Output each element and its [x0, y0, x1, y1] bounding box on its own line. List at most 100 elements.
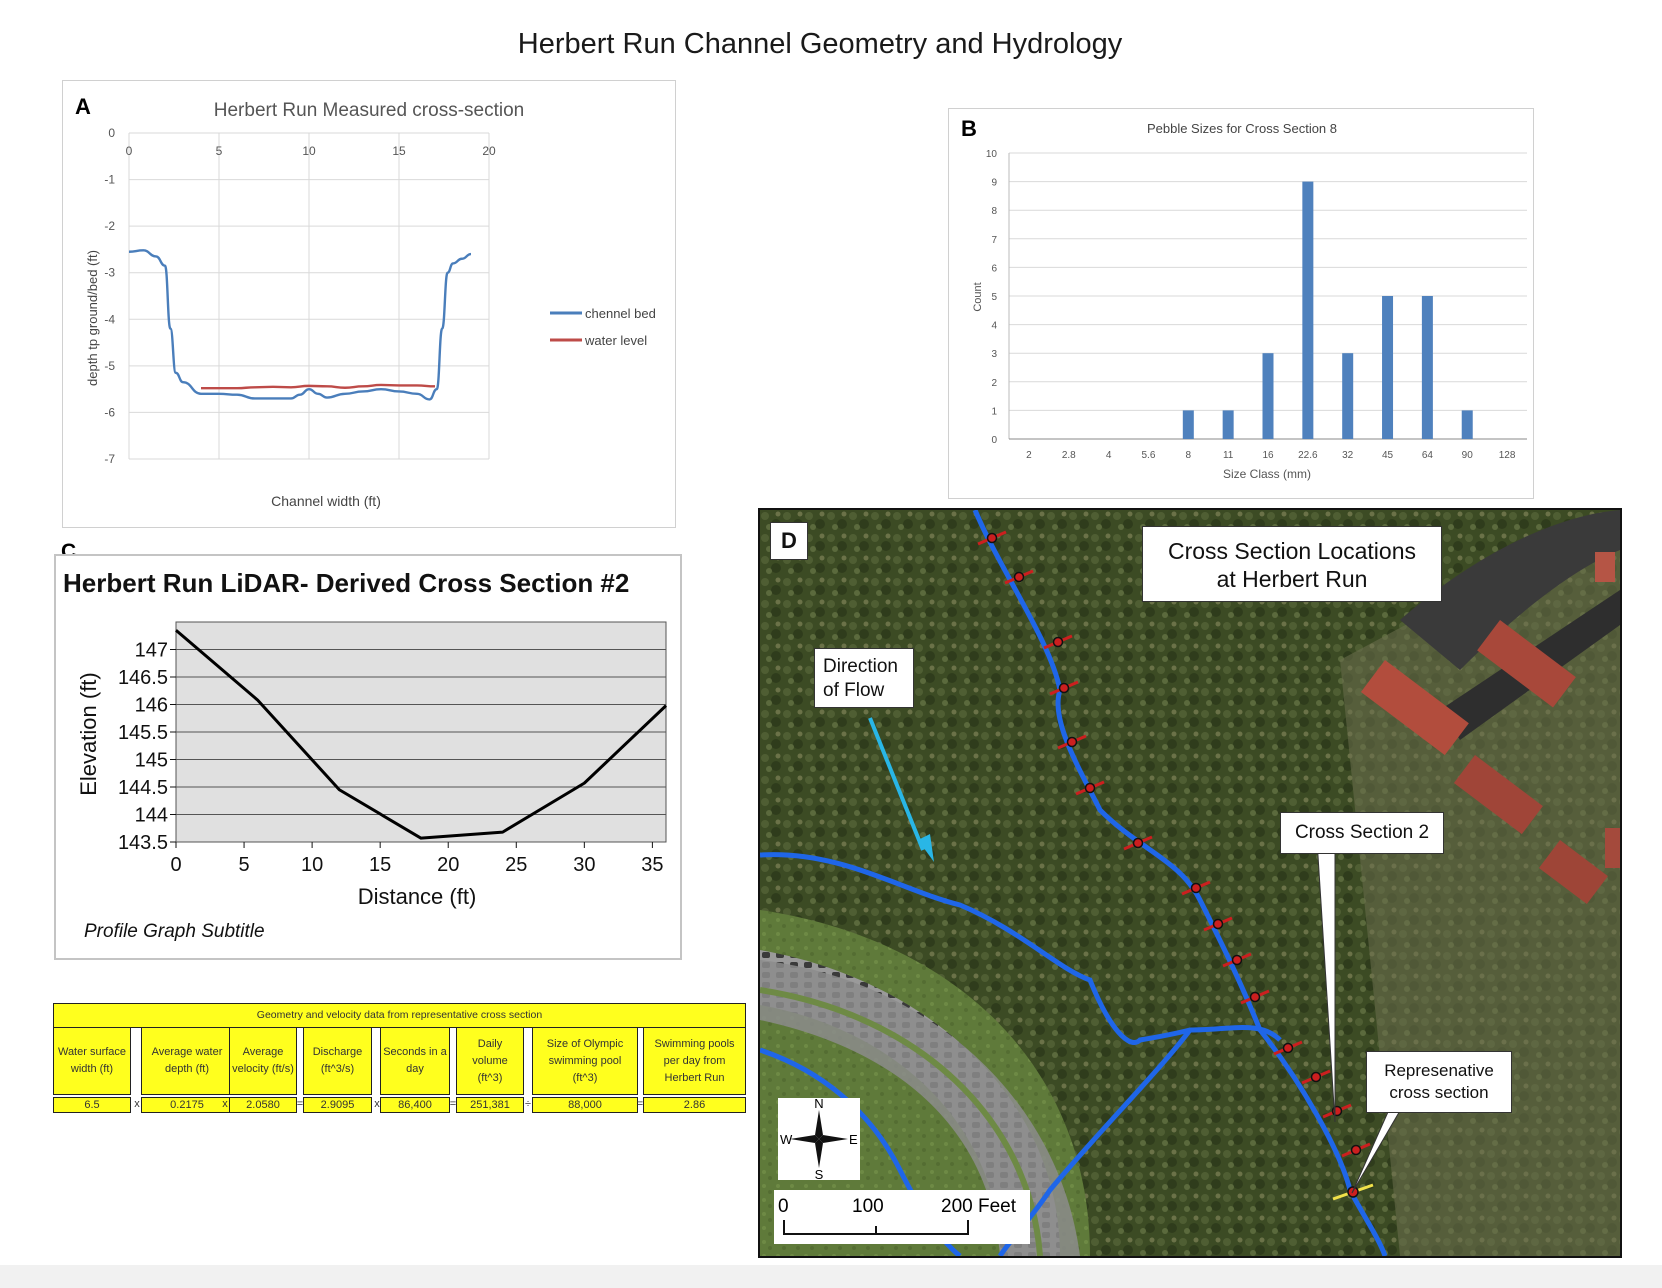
c-ytick-label: 145	[135, 750, 168, 772]
b-bar	[1182, 410, 1194, 439]
panel-a-chart: A Herbert Run Measured cross-section 0 5 1…	[75, 94, 656, 509]
b-xtick-label: 16	[1262, 450, 1274, 461]
tributary-stream	[760, 852, 1282, 1045]
b-ytick-label: 0	[991, 435, 997, 446]
panel-d: D Cross Section Locations at Herbert Run…	[758, 508, 1622, 1258]
b-ytick-label: 10	[986, 149, 998, 160]
panel-a-legend: chennel bed water level	[550, 306, 656, 348]
cross-section-point	[1350, 1144, 1362, 1156]
cross-section-point	[1066, 736, 1078, 748]
c-xtick-label: 20	[437, 854, 459, 876]
c-xtick-label: 35	[641, 854, 663, 876]
b-xtick-label: 2.8	[1062, 450, 1076, 461]
b-ytick-label: 2	[991, 378, 997, 389]
a-xtick-label: 20	[482, 144, 496, 158]
b-bar	[1461, 410, 1473, 439]
legend-label-water: water level	[584, 333, 647, 348]
panel-a-xlabel: Channel width (ft)	[271, 493, 381, 509]
b-xtick-label: 90	[1462, 450, 1474, 461]
c-xtick-label: 5	[238, 854, 249, 876]
panel-b-xlabel: Size Class (mm)	[1223, 467, 1311, 481]
rep-label-line1: Represenative	[1384, 1061, 1494, 1080]
c-xtick-label: 15	[369, 854, 391, 876]
c-ytick-label: 143.5	[118, 832, 168, 854]
table-operator: x	[374, 1098, 380, 1110]
flow-arrow-shaft	[868, 717, 925, 851]
b-xtick-label: 22.6	[1298, 450, 1318, 461]
panel-a-title: Herbert Run Measured cross-section	[214, 100, 524, 121]
compass-w: W	[780, 1132, 793, 1147]
cs2-label-box: Cross Section 2	[1280, 812, 1444, 854]
a-ytick-label: 0	[108, 126, 115, 140]
table-header-cell: Daily volume (ft^3)	[456, 1027, 524, 1095]
scale-0: 0	[778, 1196, 789, 1217]
compass-rose: N S W E	[778, 1096, 860, 1182]
scale-200: 200 Feet	[941, 1196, 1017, 1217]
cross-section-point	[1231, 954, 1243, 966]
a-ytick-label: -4	[104, 312, 115, 326]
c-xtick-label: 25	[505, 854, 527, 876]
table-header-cell: Average water depth (ft)	[141, 1027, 233, 1095]
flow-arrow-head	[918, 834, 934, 862]
cross-section-point	[1058, 682, 1070, 694]
aerial-map	[760, 510, 1620, 1256]
c-ytick-label: 146	[135, 695, 168, 717]
table-operator: x	[134, 1098, 140, 1110]
map-title-line1: Cross Section Locations	[1167, 538, 1416, 564]
table-header-cell: Size of Olympic swimming pool (ft^3)	[532, 1027, 638, 1095]
flow-label-line2: of Flow	[823, 680, 885, 701]
velocity-table: Geometry and velocity data from represen…	[53, 1003, 746, 1114]
a-xtick-label: 5	[216, 144, 223, 158]
a-ytick-label: -3	[104, 266, 115, 280]
compass-n: N	[814, 1098, 823, 1111]
panel-c-ylabel: Elevation (ft)	[76, 672, 101, 796]
table-operator: x	[222, 1098, 228, 1110]
cross-section-point	[1282, 1042, 1294, 1054]
a-xtick-label: 15	[392, 144, 406, 158]
cross-section-markers	[977, 530, 1371, 1158]
c-ytick-label: 144.5	[118, 777, 168, 799]
compass-s: S	[815, 1167, 824, 1180]
table-value-cell: 2.86	[643, 1097, 746, 1113]
b-xtick-label: 45	[1382, 450, 1394, 461]
b-xtick-label: 2	[1026, 450, 1032, 461]
cross-section-point	[1190, 882, 1202, 894]
c-ytick-label: 147	[135, 640, 168, 662]
a-ytick-label: -1	[104, 173, 115, 187]
a-ytick-label: -6	[104, 405, 115, 419]
b-bar	[1222, 410, 1234, 439]
b-xtick-label: 11	[1223, 450, 1234, 461]
compass-icon: N S W E	[780, 1096, 858, 1182]
table-value-cell: 86,400	[380, 1097, 450, 1113]
c-ytick-label: 145.5	[118, 722, 168, 744]
map-title-box: Cross Section Locations at Herbert Run	[1142, 526, 1442, 602]
cs2-label: Cross Section 2	[1294, 822, 1430, 843]
map-letter-box: D	[770, 522, 808, 560]
panel-c: Herbert Run LiDAR- Derived Cross Section…	[54, 554, 682, 960]
b-bar	[1382, 296, 1394, 439]
panel-c-title: Herbert Run LiDAR- Derived Cross Section…	[63, 568, 629, 598]
table-title: Geometry and velocity data from represen…	[53, 1003, 746, 1028]
scale-100: 100	[852, 1196, 884, 1217]
table-header-cell: Swimming pools per day from Herbert Run	[643, 1027, 746, 1095]
rep-label-box: Represenative cross section	[1366, 1051, 1512, 1113]
table-header-cell: Average velocity (ft/s)	[229, 1027, 297, 1095]
table-value-cell: 251,381	[456, 1097, 524, 1113]
a-series-water-level	[200, 383, 436, 390]
cross-section-point	[1310, 1071, 1322, 1083]
panel-c-subtitle: Profile Graph Subtitle	[84, 921, 265, 942]
table-value-cell: 2.9095	[303, 1097, 372, 1113]
c-ytick-label: 146.5	[118, 667, 168, 689]
panel-a: A Herbert Run Measured cross-section 0 5 1…	[62, 80, 676, 528]
panel-c-chart: Herbert Run LiDAR- Derived Cross Section…	[63, 568, 668, 942]
b-ytick-label: 3	[991, 349, 997, 360]
table-operator: ÷	[524, 1098, 532, 1110]
table-header-cell: Seconds in a day	[380, 1027, 450, 1095]
street	[1400, 510, 1620, 670]
panel-b: B Pebble Sizes for Cross Section 8 2 2.8 4…	[948, 108, 1534, 499]
cross-section-point	[986, 532, 998, 544]
b-ytick-label: 9	[991, 178, 997, 189]
cross-section-point	[1212, 918, 1224, 930]
cross-section-point	[1084, 782, 1096, 794]
table-value-cell: 88,000	[532, 1097, 638, 1113]
